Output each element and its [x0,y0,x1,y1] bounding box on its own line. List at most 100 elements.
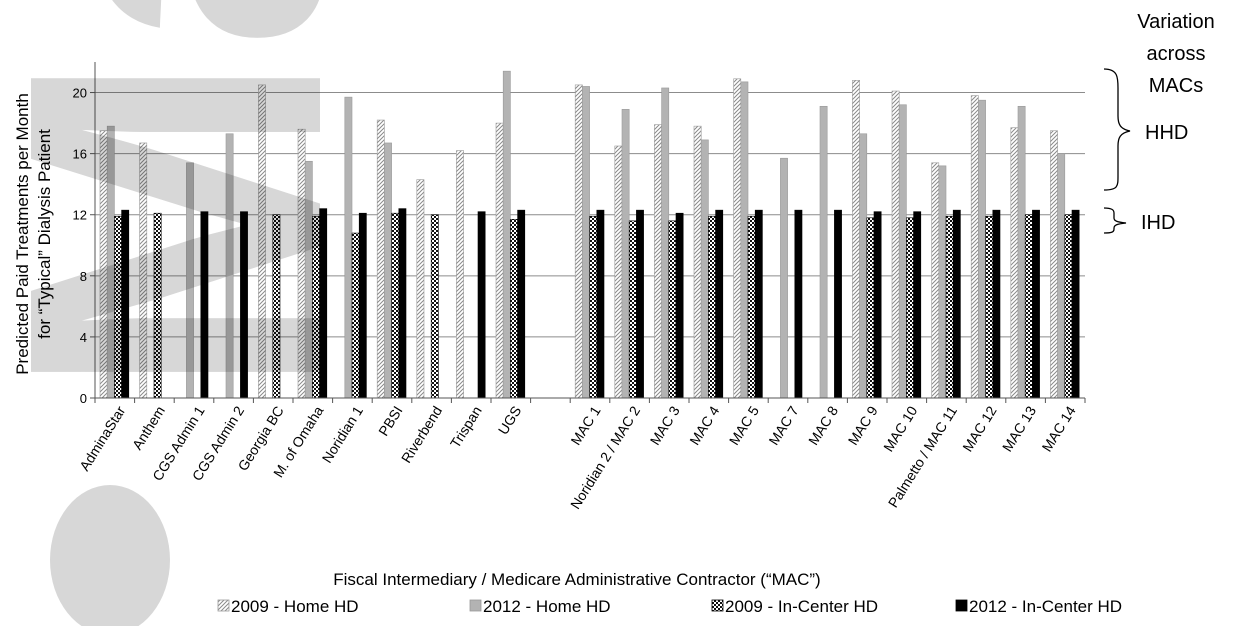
bar-2012-in-center-hd [477,211,486,399]
bar-2009-home-hd [1010,127,1019,399]
y-tick-label: 0 [80,391,87,406]
legend-label: 2012 - In-Center HD [969,597,1122,616]
y-tick-label: 12 [73,208,87,223]
bar-2009-home-hd [416,179,425,399]
y-tick-label: 4 [80,330,87,345]
annotation-variation-line2: across [1147,43,1206,65]
bar-2009-in-center-hd [589,215,598,399]
bar-2012-home-hd [621,109,630,399]
bar-2009-home-hd [891,90,900,399]
bar-2012-home-hd [344,96,353,399]
category-label: PBSI [375,403,405,439]
bar-2012-home-hd [938,165,947,399]
category-label: MAC 4 [686,403,722,448]
category-label: MAC 9 [845,403,881,448]
bar-2012-home-hd [898,104,907,399]
bar-2009-home-hd [456,150,464,399]
legend-label: 2009 - Home HD [231,597,359,616]
bar-2009-home-hd [1050,130,1058,399]
y-axis: 0 4 8 12 16 20 [73,62,96,406]
bar-2012-in-center-hd [952,209,961,399]
category-label: MAC 12 [959,403,999,455]
bar-2009-in-center-hd [430,214,439,399]
legend-swatch [711,599,724,612]
bar-2009-home-hd [297,128,306,399]
category-label: MAC 7 [765,403,801,448]
bar-2009-home-hd [654,124,662,399]
category-label: MAC 10 [880,403,920,455]
bar-2009-home-hd [139,142,148,399]
bar-2012-home-hd [1057,153,1066,399]
legend-swatch [955,599,968,612]
bar-2009-home-hd [376,119,385,399]
bar-2009-in-center-hd [391,212,400,399]
bar-2012-in-center-hd [398,208,407,399]
bars [99,70,1080,399]
bar-2009-home-hd [931,162,940,399]
category-label: MAC 1 [567,403,603,448]
category-label: AdminaStar [76,403,129,474]
bar-2009-in-center-hd [312,215,320,399]
category-label: Anthem [129,403,168,452]
category-label: MAC 14 [1038,403,1078,455]
y-tick-label: 8 [80,269,87,284]
y-axis-title-line2: for “Typical” Dialysis Patient [35,129,54,339]
bar-2009-in-center-hd [906,217,914,399]
bar-2009-home-hd [970,95,979,399]
x-axis-title: Fiscal Intermediary / Medicare Administr… [333,570,820,589]
bar-2012-home-hd [859,133,868,399]
bar-2009-in-center-hd [1024,214,1033,399]
bar-2009-in-center-hd [272,214,281,399]
bar-2012-in-center-hd [992,209,1001,399]
category-label: Noridian 2 / MAC 2 [567,403,643,512]
y-tick-label: 16 [73,147,87,162]
bar-2012-in-center-hd [675,212,684,399]
watermark-shape [50,485,170,626]
bar-2012-in-center-hd [200,211,209,399]
bar-2009-in-center-hd [628,220,637,399]
bar-2012-in-center-hd [1032,209,1040,399]
category-label: MAC 3 [647,403,683,448]
category-label: MAC 5 [726,403,762,448]
y-tick-label: 20 [73,86,87,101]
bar-2012-in-center-hd [517,209,526,399]
category-label: UGS [495,403,525,437]
bar-2009-in-center-hd [1064,214,1073,399]
bar-2012-home-hd [819,105,828,399]
annotation-variation-line3: MACs [1149,75,1203,97]
bar-2012-in-center-hd [358,212,367,399]
legend-swatch [217,599,230,612]
bar-2012-in-center-hd [319,208,328,399]
y-axis-title-line1: Predicted Paid Treatments per Month [13,93,32,375]
bar-2012-home-hd [502,70,511,399]
annotation-variation-line1: Variation [1137,11,1214,33]
bar-2009-in-center-hd [866,217,875,399]
bar-2009-in-center-hd [985,215,994,399]
bar-2012-home-hd [780,157,788,399]
category-label: MAC 13 [999,403,1039,455]
hhd-brace [1103,68,1131,191]
bar-2009-home-hd [495,122,504,399]
bar-2012-home-hd [740,81,749,399]
bar-2009-in-center-hd [747,215,756,399]
bar-2012-in-center-hd [636,209,644,399]
ihd-brace [1103,207,1127,234]
bar-2012-in-center-hd [794,209,803,399]
legend-label: 2009 - In-Center HD [725,597,878,616]
bar-2012-in-center-hd [596,209,605,399]
bar-2009-in-center-hd [114,215,122,399]
bar-2012-in-center-hd [834,209,842,399]
bar-2009-in-center-hd [351,232,360,399]
bar-2012-in-center-hd [754,209,763,399]
legend: 2009 - Home HD 2012 - Home HD 2009 - In-Ce… [217,597,1122,616]
bar-2009-home-hd [258,84,266,399]
bar-2009-home-hd [693,125,702,399]
bar-2012-home-hd [582,86,590,399]
bar-2012-in-center-hd [913,211,922,399]
bar-2012-in-center-hd [873,211,882,399]
bar-2012-in-center-hd [715,209,724,399]
legend-label: 2012 - Home HD [483,597,611,616]
bar-2012-home-hd [384,142,392,399]
